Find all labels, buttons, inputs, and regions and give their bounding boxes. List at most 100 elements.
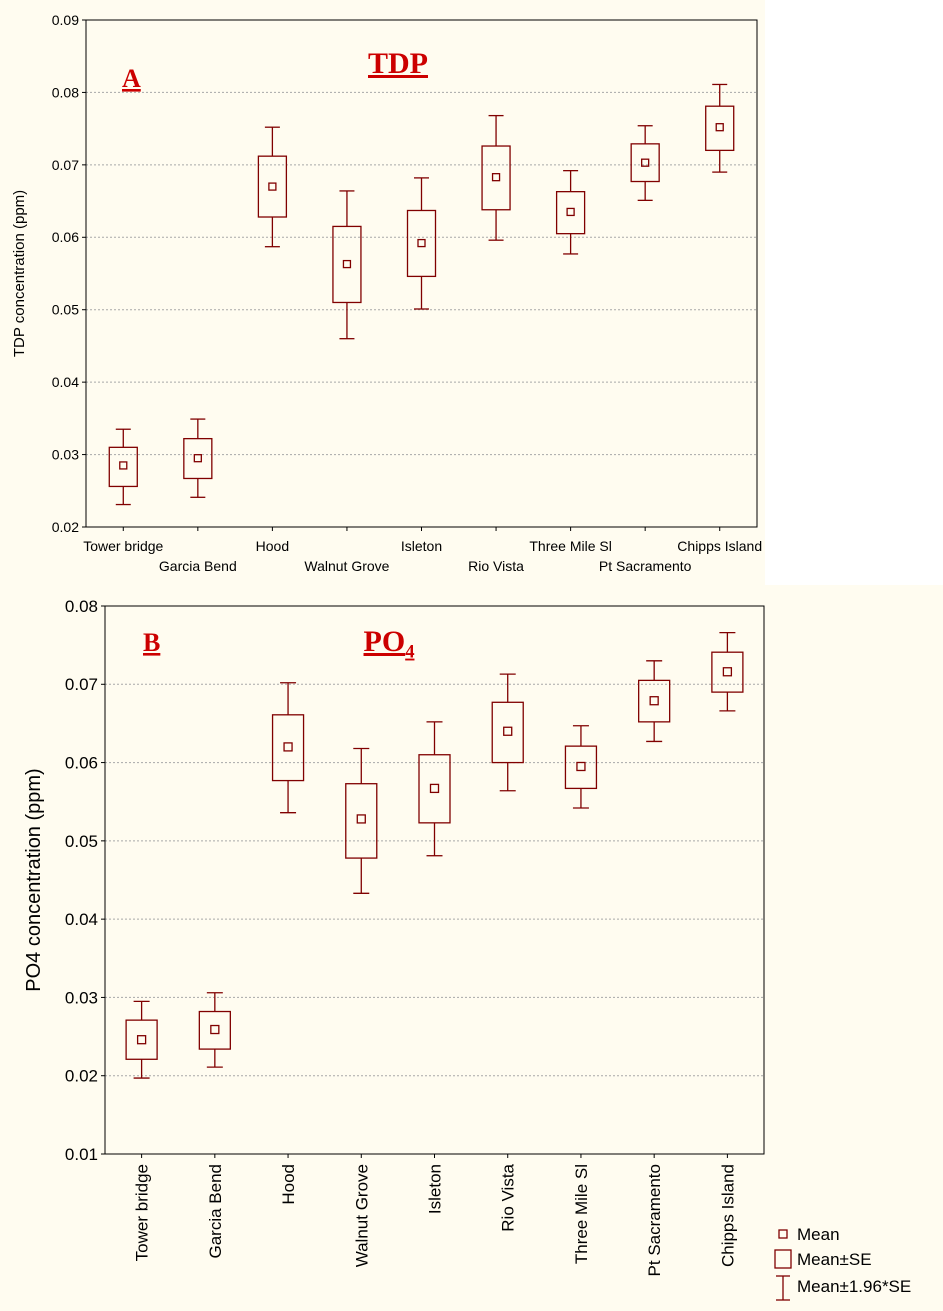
chart-title: TDP (368, 47, 428, 80)
mean-marker (194, 455, 201, 462)
se-box (184, 439, 212, 479)
y-tick-label: 0.04 (52, 374, 79, 390)
chart-panel-a: 0.02 0.03 0.04 0.05 0.06 0.07 0.08 0.09 Tower br… (11, 12, 762, 574)
legend-se-label: Mean±SE (797, 1250, 872, 1269)
se-box (706, 106, 734, 150)
se-box (333, 226, 361, 302)
box-three-mile-sl (565, 726, 596, 808)
y-tick-label: 0.07 (65, 675, 98, 694)
se-box (631, 144, 659, 182)
plot-frame (86, 20, 757, 527)
legend-mean-marker (779, 1230, 787, 1238)
x-tick-label: Rio Vista (468, 558, 524, 574)
box-pt-sacramento (631, 126, 659, 201)
y-tick-label: 0.08 (52, 84, 79, 100)
se-box (408, 210, 436, 276)
x-tick-label: Hood (279, 1164, 298, 1205)
se-box (712, 652, 743, 692)
x-tick-label: Chipps Island (677, 538, 762, 554)
box-walnut-grove (346, 748, 377, 893)
y-tick-label: 0.03 (52, 446, 79, 462)
se-box (565, 746, 596, 788)
mean-marker (357, 815, 365, 823)
mean-marker (577, 762, 585, 770)
x-tick-label: Walnut Grove (352, 1164, 371, 1267)
x-tick-label: Chipps Island (718, 1164, 737, 1267)
box-tower-bridge (126, 1001, 157, 1078)
se-box (639, 680, 670, 721)
mean-marker (716, 124, 723, 131)
legend-mean-label: Mean (797, 1225, 840, 1244)
y-tick-label: 0.02 (65, 1067, 98, 1086)
box-garcia-bend (199, 993, 230, 1067)
se-box (482, 146, 510, 210)
box-hood (258, 127, 286, 247)
x-tick-label: Rio Vista (499, 1163, 518, 1231)
x-tick-label: Walnut Grove (304, 558, 389, 574)
legend-se-marker (775, 1250, 791, 1268)
x-tick-label: Garcia Bend (206, 1164, 225, 1259)
y-tick-label: 0.01 (65, 1145, 98, 1164)
y-axis-label: PO4 concentration (ppm) (23, 768, 45, 991)
y-axis-label: TDP concentration (ppm) (11, 190, 28, 357)
mean-marker (493, 174, 500, 181)
legend-ci-label: Mean±1.96*SE (797, 1277, 911, 1296)
y-tick-label: 0.05 (52, 302, 79, 318)
panel-label: A (122, 64, 141, 93)
chart-panel-b: 0.01 0.02 0.03 0.04 0.05 0.06 0.07 0.08 Tower br… (23, 597, 764, 1277)
legend: Mean Mean±SE Mean±1.96*SE (775, 1225, 911, 1300)
box-garcia-bend (184, 419, 212, 497)
x-tick-label: Garcia Bend (159, 558, 237, 574)
mean-marker (211, 1026, 219, 1034)
se-box (199, 1012, 230, 1050)
y-tick-label: 0.04 (65, 910, 98, 929)
se-box (346, 784, 377, 858)
box-rio-vista (482, 116, 510, 241)
box-rio-vista (492, 674, 523, 791)
x-tick-label: Tower bridge (83, 538, 163, 554)
box-hood (273, 683, 304, 813)
mean-marker (650, 697, 658, 705)
panel-label: B (143, 628, 160, 657)
mean-marker (269, 183, 276, 190)
se-box (492, 702, 523, 762)
mean-marker (284, 743, 292, 751)
chart-title-subscript: 4 (405, 642, 414, 663)
x-tick-label: Pt Sacramento (599, 558, 692, 574)
x-tick-label: Tower bridge (133, 1164, 152, 1261)
y-tick-label: 0.06 (65, 754, 98, 773)
y-tick-label: 0.08 (65, 597, 98, 616)
se-box (109, 447, 137, 486)
x-tick-label: Isleton (426, 1164, 445, 1214)
box-tower-bridge (109, 429, 137, 504)
mean-marker (120, 462, 127, 469)
mean-marker (504, 727, 512, 735)
box-pt-sacramento (639, 661, 670, 742)
plot-frame (105, 606, 764, 1154)
y-tick-label: 0.03 (65, 988, 98, 1007)
se-box (273, 715, 304, 781)
chart-title: PO4 (364, 625, 415, 663)
chart-title-text: PO (364, 625, 406, 658)
x-tick-label: Hood (256, 538, 289, 554)
box-three-mile-sl (557, 171, 585, 254)
x-tick-label: Isleton (401, 538, 442, 554)
se-box (557, 192, 585, 234)
mean-marker (723, 668, 731, 676)
y-tick-label: 0.06 (52, 229, 79, 245)
se-box (419, 755, 450, 823)
x-tick-label: Three Mile Sl (529, 538, 611, 554)
chart-title-text: TDP (368, 47, 428, 80)
y-tick-label: 0.05 (65, 832, 98, 851)
y-tick-label: 0.02 (52, 519, 79, 535)
box-walnut-grove (333, 191, 361, 339)
se-box (126, 1020, 157, 1059)
box-chipps-island (706, 84, 734, 172)
mean-marker (567, 208, 574, 215)
y-tick-label: 0.09 (52, 12, 79, 28)
box-isleton (419, 722, 450, 856)
mean-marker (431, 784, 439, 792)
y-tick-label: 0.07 (52, 157, 79, 173)
box-chipps-island (712, 633, 743, 711)
